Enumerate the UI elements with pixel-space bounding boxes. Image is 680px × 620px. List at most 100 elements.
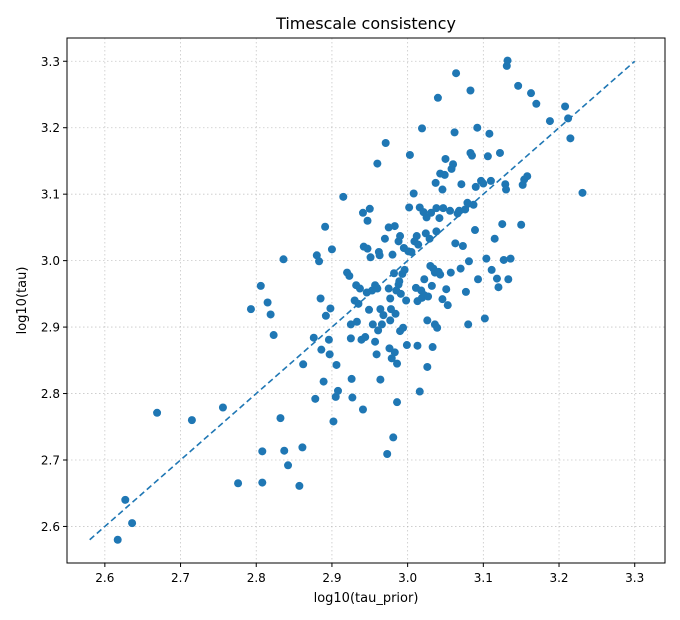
- data-point: [402, 341, 411, 350]
- data-point: [345, 271, 354, 280]
- data-points: [113, 56, 587, 544]
- data-point: [333, 386, 342, 395]
- data-point: [390, 222, 399, 231]
- chart-title: Timescale consistency: [275, 14, 456, 33]
- data-point: [374, 326, 383, 335]
- data-point: [358, 208, 367, 217]
- data-point: [487, 265, 496, 274]
- data-point: [295, 481, 304, 490]
- data-point: [463, 198, 472, 207]
- data-point: [393, 359, 402, 368]
- data-point: [329, 417, 338, 426]
- data-point: [187, 416, 196, 425]
- data-point: [407, 247, 416, 256]
- data-point: [390, 269, 399, 278]
- data-point: [439, 204, 448, 213]
- data-point: [461, 287, 470, 296]
- data-point: [389, 433, 398, 442]
- data-point: [494, 283, 503, 292]
- y-tick-label: 3.1: [41, 188, 60, 202]
- grid: [67, 38, 665, 563]
- data-point: [433, 323, 442, 332]
- data-point: [348, 393, 357, 402]
- data-point: [517, 220, 526, 229]
- data-point: [405, 150, 414, 159]
- data-point: [498, 220, 507, 229]
- data-point: [346, 334, 355, 343]
- data-point: [393, 398, 402, 407]
- data-point: [499, 255, 508, 264]
- data-point: [412, 232, 421, 241]
- data-point: [317, 345, 326, 354]
- data-point: [400, 265, 409, 274]
- data-point: [435, 214, 444, 223]
- data-point: [461, 205, 470, 214]
- data-point: [280, 446, 289, 455]
- data-point: [352, 317, 361, 326]
- data-point: [269, 331, 278, 340]
- data-point: [316, 294, 325, 303]
- data-point: [381, 139, 390, 147]
- data-point: [376, 305, 385, 314]
- data-point: [358, 405, 367, 414]
- data-point: [420, 275, 429, 284]
- data-point: [432, 227, 441, 236]
- data-point: [373, 159, 382, 168]
- data-point: [545, 117, 554, 126]
- data-point: [128, 519, 137, 528]
- data-point: [327, 245, 336, 254]
- data-point: [480, 314, 489, 323]
- data-point: [471, 182, 480, 191]
- data-point: [365, 305, 374, 314]
- data-point: [414, 240, 423, 249]
- data-point: [258, 478, 267, 487]
- data-point: [284, 461, 293, 470]
- data-point: [443, 301, 452, 310]
- data-point: [483, 152, 492, 161]
- data-point: [492, 274, 501, 283]
- reference-line-group: [89, 60, 636, 541]
- data-point: [279, 255, 288, 264]
- data-point: [311, 394, 320, 403]
- y-tick-label: 2.8: [41, 387, 60, 401]
- data-point: [113, 535, 122, 544]
- x-tick-label: 3.1: [474, 571, 493, 585]
- data-point: [457, 180, 466, 189]
- data-point: [564, 114, 573, 123]
- data-point: [339, 192, 348, 201]
- data-point: [399, 323, 408, 332]
- y-tick-label: 3.0: [41, 254, 60, 268]
- data-point: [566, 134, 575, 143]
- data-point: [440, 170, 449, 179]
- x-axis-label: log10(tau_prior): [314, 591, 419, 606]
- data-point: [464, 320, 473, 329]
- data-point: [423, 316, 432, 325]
- x-tick-label: 2.8: [247, 571, 266, 585]
- data-point: [452, 69, 461, 78]
- data-point: [438, 185, 447, 194]
- data-point: [153, 408, 162, 417]
- data-point: [355, 284, 364, 293]
- data-point: [532, 99, 541, 108]
- data-point: [561, 102, 570, 111]
- data-point: [409, 189, 418, 198]
- data-point: [379, 311, 388, 320]
- data-point: [346, 320, 355, 329]
- data-point: [309, 333, 318, 342]
- data-point: [372, 350, 381, 359]
- data-point: [424, 292, 433, 301]
- data-point: [386, 316, 395, 325]
- data-point: [474, 275, 483, 284]
- x-tick-label: 3.2: [549, 571, 568, 585]
- data-point: [395, 277, 404, 286]
- x-tick-label: 3.0: [398, 571, 417, 585]
- x-tick-label: 2.7: [171, 571, 190, 585]
- data-point: [446, 268, 455, 277]
- data-point: [388, 250, 397, 259]
- data-point: [504, 275, 513, 284]
- data-point: [506, 254, 515, 263]
- data-point: [390, 348, 399, 357]
- data-point: [451, 239, 460, 248]
- data-point: [428, 343, 437, 352]
- data-point: [415, 387, 424, 396]
